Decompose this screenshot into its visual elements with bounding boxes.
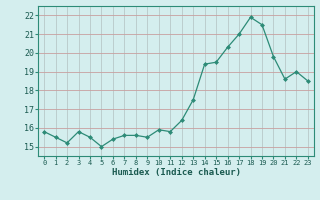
X-axis label: Humidex (Indice chaleur): Humidex (Indice chaleur) <box>111 168 241 177</box>
